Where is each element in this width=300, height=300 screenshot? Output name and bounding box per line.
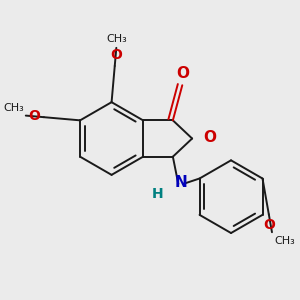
Text: N: N [175,175,188,190]
Text: O: O [110,48,122,62]
Text: CH₃: CH₃ [274,236,295,246]
Text: O: O [28,109,40,123]
Text: CH₃: CH₃ [3,103,24,113]
Text: O: O [263,218,275,232]
Text: CH₃: CH₃ [106,34,127,44]
Text: O: O [204,130,217,145]
Text: O: O [177,66,190,81]
Text: H: H [152,187,163,200]
